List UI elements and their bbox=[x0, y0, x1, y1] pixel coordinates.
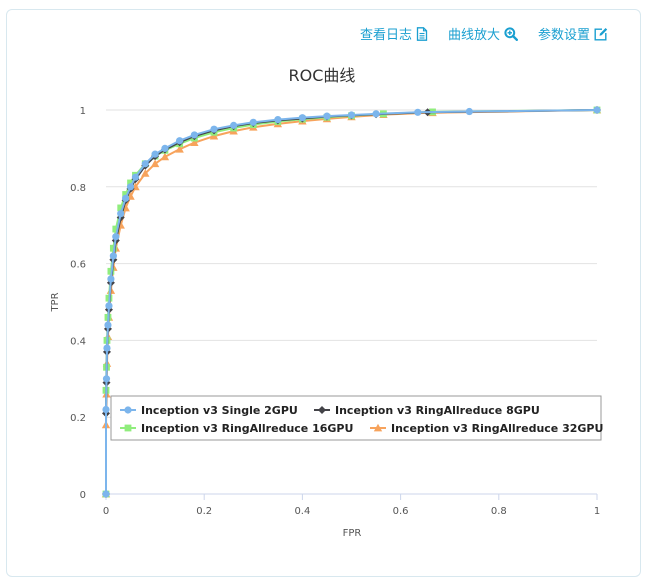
data-point-1-10 bbox=[122, 194, 130, 202]
data-point-1-4 bbox=[104, 321, 112, 329]
data-point-3-11 bbox=[127, 179, 134, 187]
data-point-1-27 bbox=[465, 107, 473, 116]
data-point-1-7 bbox=[109, 252, 117, 260]
data-point-1-1 bbox=[102, 405, 110, 414]
data-point-4-14 bbox=[150, 159, 160, 168]
data-point-4-17 bbox=[190, 138, 199, 147]
x-tick-label-3: 0.6 bbox=[393, 506, 409, 517]
legend-swatch-marker-4 bbox=[373, 423, 383, 432]
data-point-1-8 bbox=[112, 233, 120, 241]
document-icon bbox=[416, 26, 428, 41]
data-point-1-19 bbox=[230, 121, 238, 129]
view-log-label: 查看日志 bbox=[359, 28, 412, 43]
data-point-1-24 bbox=[347, 111, 356, 119]
data-point-1-17 bbox=[190, 131, 198, 139]
legend-label-4: Inception v3 RingAllreduce 32GPU bbox=[391, 422, 603, 435]
chart-axes: 0 0.2 0.4 0.6 0.8 1 0 0.2 0.4 0.6 0.8 1 bbox=[70, 106, 600, 517]
x-tick-label-2: 0.4 bbox=[294, 506, 310, 517]
data-point-1-14 bbox=[151, 150, 159, 158]
params-settings-button[interactable]: 参数设置 bbox=[538, 24, 608, 43]
data-point-4-15 bbox=[160, 152, 170, 161]
legend-item-2: Inception v3 RingAllreduce 8GPU bbox=[314, 404, 540, 417]
data-point-1-0 bbox=[102, 490, 110, 498]
data-point-3-8 bbox=[112, 225, 120, 233]
data-point-1-22 bbox=[298, 114, 306, 122]
data-point-1-23 bbox=[323, 112, 331, 120]
y-tick-label-1: 0.2 bbox=[70, 413, 86, 424]
x-tick-label-5: 1 bbox=[594, 506, 600, 517]
y-axis-title: TPR bbox=[50, 292, 61, 312]
zoom-in-icon bbox=[504, 26, 518, 41]
chart-series bbox=[101, 105, 602, 498]
data-point-1-5 bbox=[105, 302, 113, 310]
data-point-1-3 bbox=[103, 344, 111, 352]
data-point-1-6 bbox=[107, 275, 115, 283]
edit-icon bbox=[594, 27, 608, 40]
legend-label-3: Inception v3 RingAllreduce 16GPU bbox=[141, 422, 353, 435]
series-1 bbox=[102, 106, 601, 498]
data-point-1-13 bbox=[141, 160, 149, 168]
chart-title: ROC曲线 bbox=[289, 66, 356, 85]
data-point-1-11 bbox=[126, 183, 135, 191]
chart-legend[interactable]: Inception v3 Single 2GPU Inception v3 Rin… bbox=[110, 395, 603, 441]
y-tick-label-4: 0.8 bbox=[70, 183, 86, 194]
legend-item-1: Inception v3 Single 2GPU bbox=[120, 404, 298, 417]
legend-label-2: Inception v3 RingAllreduce 8GPU bbox=[335, 404, 540, 417]
zoom-curve-label: 曲线放大 bbox=[447, 28, 500, 43]
data-point-1-12 bbox=[131, 173, 140, 181]
view-log-button[interactable]: 查看日志 bbox=[360, 24, 428, 43]
data-point-1-9 bbox=[117, 210, 125, 218]
chart-gridlines bbox=[106, 109, 597, 418]
data-point-1-2 bbox=[102, 375, 111, 383]
data-point-1-28 bbox=[593, 106, 601, 114]
data-point-1-18 bbox=[210, 125, 218, 133]
data-point-1-20 bbox=[249, 118, 257, 126]
legend-label-1: Inception v3 Single 2GPU bbox=[141, 404, 298, 417]
y-tick-label-2: 0.4 bbox=[70, 336, 86, 347]
legend-box bbox=[110, 395, 602, 441]
zoom-curve-button[interactable]: 曲线放大 bbox=[448, 24, 518, 43]
legend-item-3: Inception v3 RingAllreduce 16GPU bbox=[120, 422, 353, 435]
x-tick-label-1: 0.2 bbox=[196, 506, 212, 517]
data-point-1-26 bbox=[414, 108, 422, 116]
data-point-4-13 bbox=[141, 169, 150, 177]
data-point-1-25 bbox=[372, 110, 380, 118]
data-point-1-16 bbox=[176, 137, 184, 145]
y-tick-label-0: 0 bbox=[80, 490, 86, 501]
legend-swatch-marker-3 bbox=[124, 424, 132, 432]
x-tick-label-0: 0 bbox=[103, 506, 109, 517]
data-point-3-9 bbox=[117, 204, 125, 212]
data-point-3-10 bbox=[122, 191, 130, 198]
x-axis-title: FPR bbox=[343, 528, 362, 539]
data-point-4-18 bbox=[209, 131, 219, 140]
data-point-1-15 bbox=[161, 144, 169, 152]
legend-swatch-marker-1 bbox=[124, 406, 132, 414]
y-tick-label-5: 1 bbox=[80, 106, 86, 117]
y-tick-label-3: 0.6 bbox=[70, 260, 86, 271]
data-point-4-16 bbox=[175, 144, 184, 153]
legend-item-4: Inception v3 RingAllreduce 32GPU bbox=[370, 422, 603, 435]
legend-swatch-marker-2 bbox=[318, 406, 326, 414]
x-tick-label-4: 0.8 bbox=[491, 506, 507, 517]
params-settings-label: 参数设置 bbox=[537, 28, 590, 43]
chart-toolbar: 查看日志 曲线放大 参数设置 bbox=[360, 24, 608, 43]
data-point-1-21 bbox=[274, 116, 282, 124]
